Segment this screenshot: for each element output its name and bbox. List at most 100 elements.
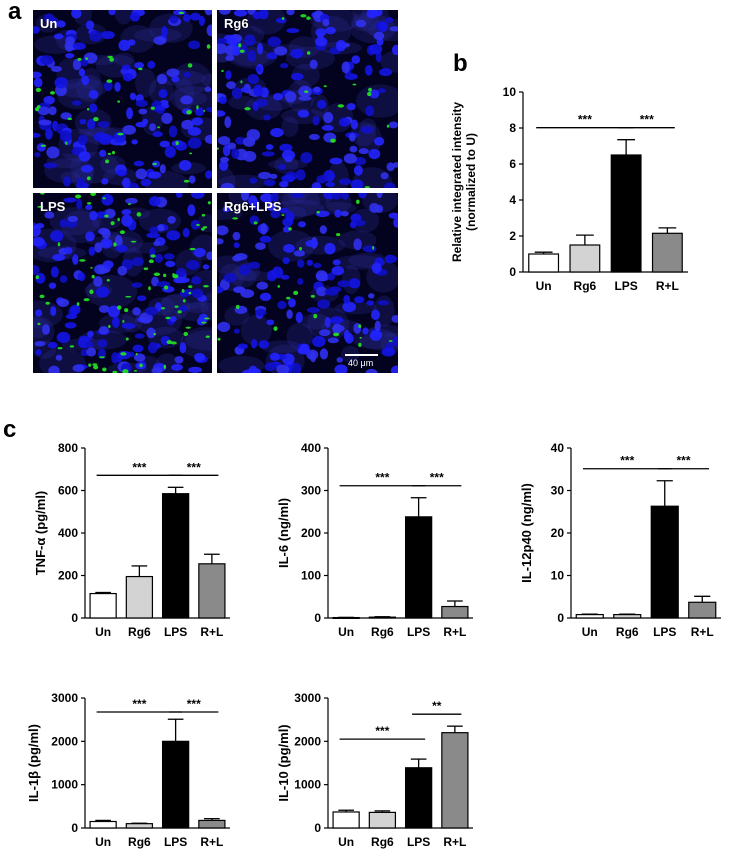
y-tick-label: 8 (509, 121, 516, 135)
x-tick-label: Un (95, 625, 111, 639)
significance-label: *** (132, 697, 146, 711)
y-tick-label: 200 (58, 569, 78, 583)
bar-r-l (441, 732, 469, 829)
x-tick-label: R+L (691, 625, 714, 639)
significance-label: *** (676, 454, 690, 468)
micrograph-texture (33, 10, 212, 188)
bar-chart-il-6: 0 100 200 300 400 IL-6 (ng/ml) Un Rg6 LPS R+L *** *… (268, 436, 493, 670)
bar-r-l (198, 819, 226, 829)
bar-r-l (441, 605, 469, 619)
bar-r-l (651, 232, 683, 273)
bar-rg6 (569, 244, 601, 273)
significance-label: *** (430, 471, 444, 485)
y-axis-label: TNF-α (pg/ml) (33, 491, 48, 576)
bar-rg6 (613, 614, 642, 619)
x-tick-label: LPS (407, 625, 430, 639)
y-tick-label: 0 (557, 611, 564, 625)
y-tick-label: 2000 (294, 734, 321, 748)
y-tick-label: 1000 (294, 778, 321, 792)
scale-bar-label: 40 μm (348, 358, 374, 368)
micrograph-texture (217, 10, 398, 188)
y-tick-label: 4 (509, 193, 516, 207)
micrograph-label: Rg6 (224, 16, 249, 31)
y-tick-label: 3000 (294, 691, 321, 705)
bar-un (332, 811, 360, 829)
bar-r-l (198, 563, 226, 619)
x-tick-label: Un (338, 625, 354, 639)
significance-label: *** (187, 697, 201, 711)
significance-label: *** (578, 113, 592, 127)
bar-rg6 (368, 811, 397, 829)
bar-chart-tnf-alpha: 0 200 400 600 800 TNF-α (pg/ml) Un Rg6 LPS R+L ***… (25, 436, 250, 670)
x-tick-label: LPS (407, 835, 430, 849)
x-tick-label: Rg6 (371, 625, 394, 639)
y-tick-label: 40 (551, 441, 565, 455)
bar-lps (404, 516, 433, 619)
y-tick-label: 10 (551, 569, 565, 583)
y-tick-label: 0 (509, 265, 516, 279)
x-tick-label: Un (582, 625, 598, 639)
x-tick-label: Un (338, 835, 354, 849)
x-tick-label: R+L (200, 625, 223, 639)
x-tick-label: R+L (443, 625, 466, 639)
x-tick-label: Rg6 (616, 625, 639, 639)
y-tick-label: 100 (301, 569, 321, 583)
y-tick-label: 0 (71, 821, 78, 835)
y-tick-label: 10 (503, 85, 517, 99)
significance-label: *** (640, 113, 654, 127)
micrograph-label: Rg6+LPS (224, 199, 282, 214)
bar-chart-il-1beta: 0 1000 2000 3000 IL-1β (pg/ml) Un Rg6 LPS R+L ***… (18, 690, 250, 860)
y-axis-label: IL-1β (pg/ml) (26, 724, 41, 802)
y-tick-label: 20 (551, 526, 565, 540)
y-tick-label: 3000 (51, 691, 78, 705)
scale-bar (345, 354, 378, 356)
bar-lps (161, 493, 190, 619)
significance-label: ** (432, 699, 442, 713)
y-tick-label: 800 (58, 441, 78, 455)
bar-rg6 (125, 575, 154, 619)
y-tick-label: 1000 (51, 778, 78, 792)
x-tick-label: Rg6 (574, 279, 597, 293)
bar-rg6 (368, 616, 397, 619)
y-tick-label: 0 (314, 611, 321, 625)
bar-un (332, 616, 360, 619)
bar-un (528, 253, 560, 273)
x-tick-label: Un (536, 279, 552, 293)
bar-un (89, 592, 117, 619)
y-tick-label: 2000 (51, 734, 78, 748)
y-tick-label: 200 (301, 526, 321, 540)
y-axis-label: IL-10 (pg/ml) (276, 724, 291, 801)
panel-letter-a: a (8, 0, 22, 25)
y-tick-label: 6 (509, 157, 516, 171)
significance-label: *** (375, 724, 389, 738)
significance-label: *** (132, 460, 146, 474)
y-tick-label: 300 (301, 484, 321, 498)
bar-chart-il-10: 0 1000 2000 3000 IL-10 (pg/ml) Un Rg6 LPS R+L ***… (268, 690, 493, 860)
x-tick-label: Rg6 (128, 835, 151, 849)
x-tick-label: Rg6 (371, 835, 394, 849)
significance-label: *** (187, 460, 201, 474)
y-tick-label: 0 (71, 611, 78, 625)
x-tick-label: LPS (653, 625, 676, 639)
bar-rg6 (125, 823, 154, 829)
micrograph-label: LPS (40, 199, 66, 214)
significance-label: *** (375, 471, 389, 485)
y-tick-label: 400 (301, 441, 321, 455)
micrograph-rg6-lps: Rg6+LPS 40 μm (217, 193, 398, 373)
x-tick-label: LPS (164, 835, 187, 849)
x-tick-label: R+L (200, 835, 223, 849)
x-tick-label: Un (95, 835, 111, 849)
bar-r-l (688, 601, 717, 619)
x-tick-label: R+L (656, 279, 679, 293)
micrograph-lps: LPS (33, 193, 212, 373)
x-tick-label: Rg6 (128, 625, 151, 639)
micrograph-label: Un (40, 16, 58, 31)
bar-lps (610, 154, 642, 273)
y-axis-label: Relative integrated intensity (450, 102, 464, 262)
bar-chart-relative-intensity: 0 2 4 6 8 10 Relative integrated intensity (nor… (448, 80, 708, 312)
y-axis-label: (normalized to U) (464, 133, 478, 231)
micrograph-un: Un (33, 10, 212, 188)
y-tick-label: 600 (58, 484, 78, 498)
bar-lps (161, 740, 190, 829)
y-tick-label: 30 (551, 484, 565, 498)
